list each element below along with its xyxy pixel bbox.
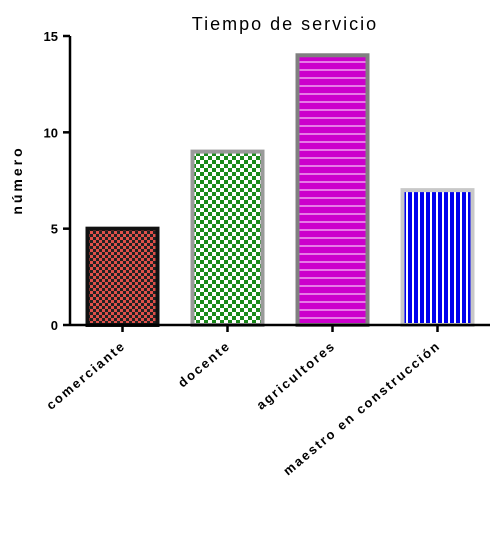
bar-comerciante xyxy=(85,226,160,328)
y-tick-label: 15 xyxy=(44,29,58,44)
y-tick-label: 0 xyxy=(51,318,58,333)
x-tick-label: docente xyxy=(175,338,234,391)
y-tick-label: 5 xyxy=(51,222,58,237)
bar-docente xyxy=(190,149,265,327)
bar-maestro-en-construccion xyxy=(400,188,475,327)
y-tick-label: 10 xyxy=(44,125,58,140)
y-axis-label: número xyxy=(9,145,25,214)
bars-group xyxy=(85,53,475,328)
bar-agricultores xyxy=(295,53,370,328)
x-tick-label: agricultores xyxy=(253,338,338,413)
chart-title: Tiempo de servicio xyxy=(192,14,378,34)
y-axis: 0 5 10 15 xyxy=(44,29,72,333)
x-tick-label: comerciante xyxy=(43,338,128,413)
